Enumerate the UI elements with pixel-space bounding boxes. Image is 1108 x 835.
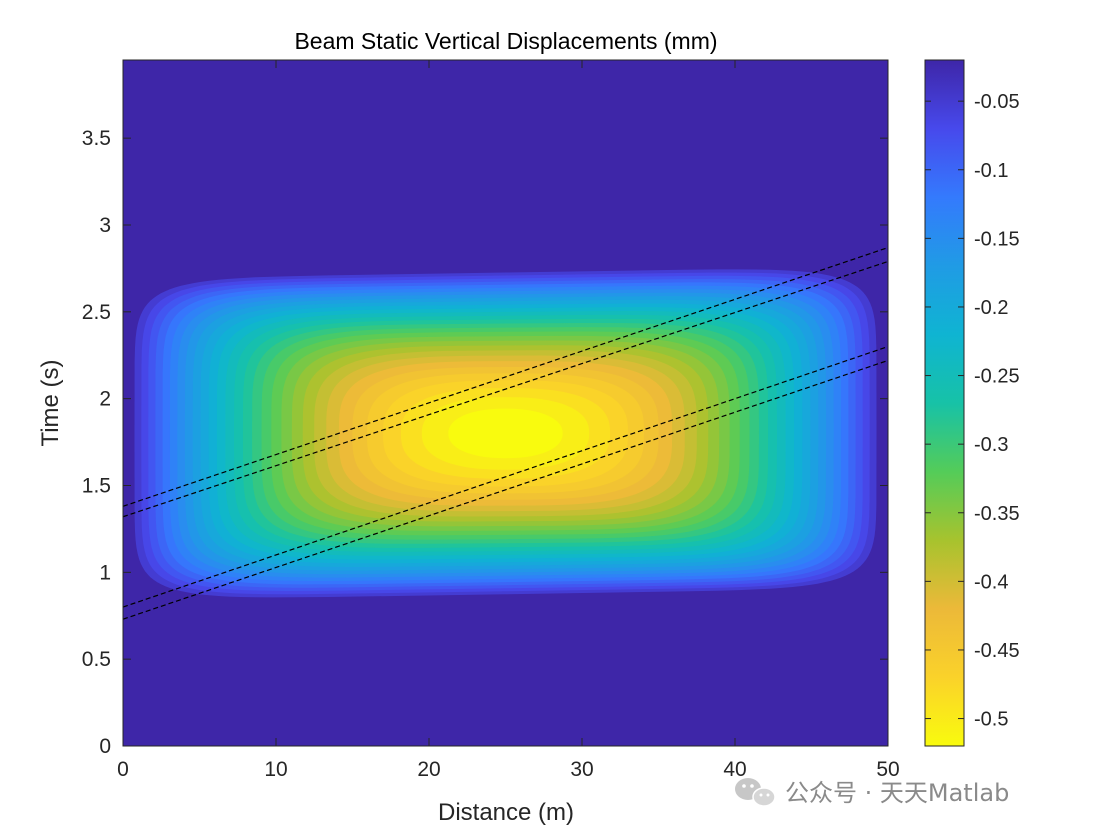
plot-frame bbox=[122, 59, 889, 747]
x-tick-label: 10 bbox=[264, 758, 287, 781]
y-tick-label: 1 bbox=[99, 561, 111, 584]
y-tick-label: 0.5 bbox=[82, 648, 111, 671]
x-tick-label: 30 bbox=[570, 758, 593, 781]
x-tick-label: 50 bbox=[876, 758, 899, 781]
colorbar-tick-label: -0.15 bbox=[974, 228, 1020, 250]
colorbar-tick-label: -0.05 bbox=[974, 91, 1020, 113]
y-tick-label: 2 bbox=[99, 388, 111, 411]
colorbar-tick-label: -0.3 bbox=[974, 434, 1008, 456]
y-tick-label: 3.5 bbox=[82, 127, 111, 150]
y-tick-label: 0 bbox=[99, 735, 111, 758]
chart-title: Beam Static Vertical Displacements (mm) bbox=[294, 28, 717, 54]
colorbar-tick-label: -0.35 bbox=[974, 503, 1020, 525]
contour-field bbox=[134, 269, 877, 598]
x-tick-label: 40 bbox=[723, 758, 746, 781]
plot-area: 0 10 20 30 40 50 0 0.5 1 1.5 2 2.5 3 3.5 bbox=[82, 59, 900, 781]
contour-band bbox=[448, 408, 563, 459]
x-tick-label: 0 bbox=[117, 758, 129, 781]
watermark-text: 公众号 · 天天Matlab bbox=[785, 779, 1009, 807]
y-axis-label: Time (s) bbox=[37, 359, 64, 446]
y-tick-label: 2.5 bbox=[82, 301, 111, 324]
axle-line-2 bbox=[122, 260, 889, 518]
colorbar-tick-label: -0.4 bbox=[974, 571, 1008, 593]
colorbar-tick-label: -0.25 bbox=[974, 366, 1020, 388]
colorbar-tick-label: -0.45 bbox=[974, 640, 1020, 662]
colorbar-frame bbox=[924, 59, 965, 747]
colorbar-tick-label: -0.5 bbox=[974, 709, 1008, 731]
x-tick-label: 20 bbox=[417, 758, 440, 781]
y-axis-ticks: 0 0.5 1 1.5 2 2.5 3 3.5 bbox=[82, 127, 888, 758]
colorbar-tick-label: -0.2 bbox=[974, 297, 1008, 319]
colorbar-ticks: -0.05 -0.1 -0.15 -0.2 -0.25 -0.3 -0.35 -0.4 -0.4… bbox=[925, 91, 1020, 731]
axle-lines bbox=[122, 246, 889, 620]
y-tick-label: 3 bbox=[99, 214, 111, 237]
y-tick-label: 1.5 bbox=[82, 474, 111, 497]
watermark: 公众号 · 天天Matlab bbox=[735, 778, 1009, 807]
colorbar-gradient bbox=[925, 60, 964, 746]
wechat-icon bbox=[735, 778, 776, 807]
colorbar-tick-label: -0.1 bbox=[974, 160, 1008, 182]
x-axis-ticks: 0 10 20 30 40 50 bbox=[117, 60, 900, 781]
axle-line-4 bbox=[122, 359, 889, 620]
axle-line-3 bbox=[122, 345, 889, 608]
axle-line-1 bbox=[122, 246, 889, 507]
x-axis-label: Distance (m) bbox=[438, 799, 574, 826]
colorbar: -0.05 -0.1 -0.15 -0.2 -0.25 -0.3 -0.35 -0.4 -0.4… bbox=[924, 59, 1020, 747]
